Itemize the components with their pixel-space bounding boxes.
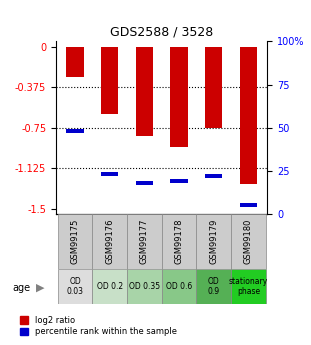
- Text: GSM99177: GSM99177: [140, 219, 149, 264]
- Bar: [66, 129, 84, 133]
- FancyBboxPatch shape: [162, 214, 196, 269]
- Bar: [101, 172, 118, 176]
- Bar: [170, 179, 188, 183]
- Bar: [66, 47, 84, 77]
- Bar: [240, 203, 257, 207]
- Text: OD 0.6: OD 0.6: [166, 282, 192, 291]
- Text: OD
0.03: OD 0.03: [67, 277, 84, 296]
- Text: stationary
phase: stationary phase: [229, 277, 268, 296]
- Bar: [136, 47, 153, 136]
- Text: OD 0.35: OD 0.35: [129, 282, 160, 291]
- Bar: [136, 181, 153, 185]
- Text: GSM99175: GSM99175: [71, 219, 80, 264]
- Bar: [101, 47, 118, 114]
- Bar: [205, 174, 222, 178]
- Bar: [205, 47, 222, 128]
- Bar: [240, 47, 257, 184]
- FancyBboxPatch shape: [196, 214, 231, 269]
- Text: OD
0.9: OD 0.9: [208, 277, 220, 296]
- FancyBboxPatch shape: [162, 269, 196, 304]
- FancyBboxPatch shape: [92, 269, 127, 304]
- FancyBboxPatch shape: [196, 269, 231, 304]
- Text: age: age: [12, 283, 30, 293]
- FancyBboxPatch shape: [92, 214, 127, 269]
- FancyBboxPatch shape: [58, 214, 92, 269]
- Text: GSM99180: GSM99180: [244, 219, 253, 264]
- Text: GSM99178: GSM99178: [174, 219, 183, 264]
- Text: GSM99179: GSM99179: [209, 219, 218, 264]
- Text: ▶: ▶: [36, 283, 44, 293]
- FancyBboxPatch shape: [127, 214, 162, 269]
- FancyBboxPatch shape: [127, 269, 162, 304]
- Text: GSM99176: GSM99176: [105, 219, 114, 264]
- Title: GDS2588 / 3528: GDS2588 / 3528: [110, 26, 213, 39]
- Text: OD 0.2: OD 0.2: [97, 282, 123, 291]
- FancyBboxPatch shape: [231, 269, 266, 304]
- Bar: [170, 47, 188, 147]
- FancyBboxPatch shape: [231, 214, 266, 269]
- FancyBboxPatch shape: [58, 269, 92, 304]
- Legend: log2 ratio, percentile rank within the sample: log2 ratio, percentile rank within the s…: [20, 316, 177, 336]
